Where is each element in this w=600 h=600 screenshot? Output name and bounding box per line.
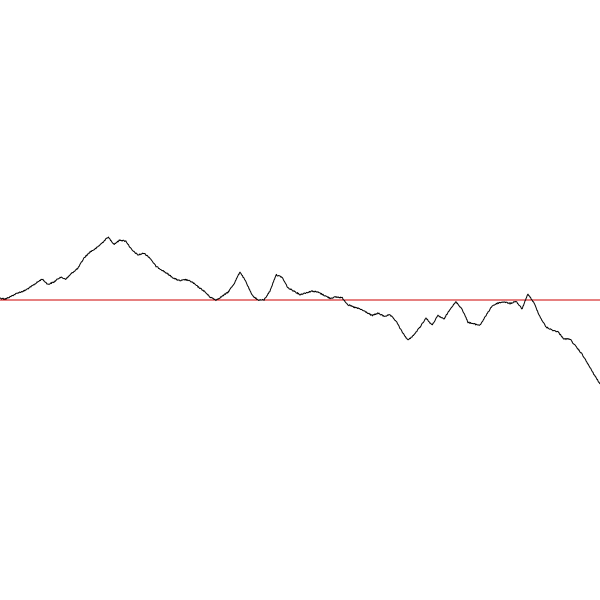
series-layer	[0, 236, 600, 385]
series-line-0	[0, 236, 600, 385]
